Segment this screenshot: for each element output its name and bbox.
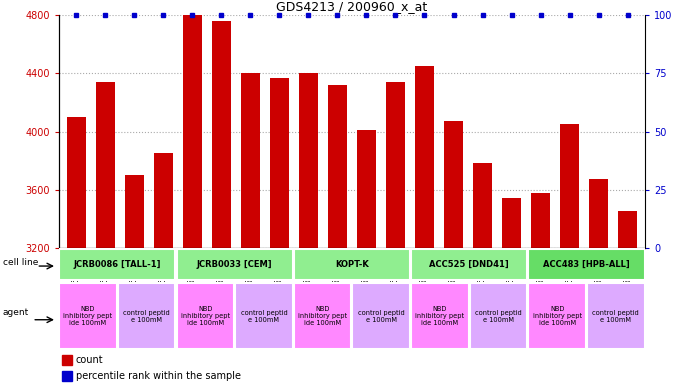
Bar (125, 175, 144, 384)
Text: ACC483 [HPB-ALL]: ACC483 [HPB-ALL] (543, 260, 630, 269)
Bar (560, 124, 579, 384)
Text: NBD
inhibitory pept
ide 100mM: NBD inhibitory pept ide 100mM (533, 306, 582, 326)
Bar (61, 355, 72, 365)
Bar (235, 283, 293, 349)
Bar (154, 153, 172, 384)
Text: control peptid
e 100mM: control peptid e 100mM (124, 310, 170, 323)
Bar (470, 283, 527, 349)
Bar (67, 117, 86, 384)
Bar (618, 211, 637, 384)
Bar (183, 15, 201, 384)
Bar (270, 78, 288, 384)
Bar (411, 283, 469, 349)
Bar (589, 179, 608, 384)
Bar (529, 283, 586, 349)
Bar (294, 249, 410, 280)
Text: percentile rank within the sample: percentile rank within the sample (76, 371, 241, 381)
Bar (328, 85, 347, 384)
Text: agent: agent (3, 308, 29, 317)
Bar (59, 283, 117, 349)
Bar (177, 283, 234, 349)
Bar (587, 283, 644, 349)
Title: GDS4213 / 200960_x_at: GDS4213 / 200960_x_at (276, 0, 428, 13)
Text: NBD
inhibitory pept
ide 100mM: NBD inhibitory pept ide 100mM (181, 306, 230, 326)
Bar (177, 249, 293, 280)
Bar (473, 164, 492, 384)
Bar (61, 371, 72, 381)
Bar (411, 249, 527, 280)
Bar (502, 198, 521, 384)
Text: NBD
inhibitory pept
ide 100mM: NBD inhibitory pept ide 100mM (415, 306, 464, 326)
Bar (118, 283, 175, 349)
Bar (357, 130, 376, 384)
Text: KOPT-K: KOPT-K (335, 260, 368, 269)
Text: JCRB0086 [TALL-1]: JCRB0086 [TALL-1] (74, 260, 161, 269)
Text: count: count (76, 355, 104, 365)
Text: NBD
inhibitory pept
ide 100mM: NBD inhibitory pept ide 100mM (63, 306, 112, 326)
Text: JCRB0033 [CEM]: JCRB0033 [CEM] (197, 260, 273, 269)
Bar (96, 82, 115, 384)
Bar (59, 249, 175, 280)
Bar (386, 82, 405, 384)
Text: ACC525 [DND41]: ACC525 [DND41] (429, 260, 509, 269)
Text: NBD
inhibitory pept
ide 100mM: NBD inhibitory pept ide 100mM (298, 306, 347, 326)
Bar (299, 73, 318, 384)
Text: control peptid
e 100mM: control peptid e 100mM (241, 310, 287, 323)
Bar (444, 121, 463, 384)
Text: control peptid
e 100mM: control peptid e 100mM (358, 310, 404, 323)
Text: cell line: cell line (3, 258, 39, 267)
Bar (241, 73, 259, 384)
Bar (415, 66, 434, 384)
Text: control peptid
e 100mM: control peptid e 100mM (475, 310, 522, 323)
Bar (212, 21, 230, 384)
Bar (294, 283, 351, 349)
Bar (531, 192, 550, 384)
Bar (353, 283, 410, 349)
Bar (529, 249, 644, 280)
Text: control peptid
e 100mM: control peptid e 100mM (593, 310, 639, 323)
